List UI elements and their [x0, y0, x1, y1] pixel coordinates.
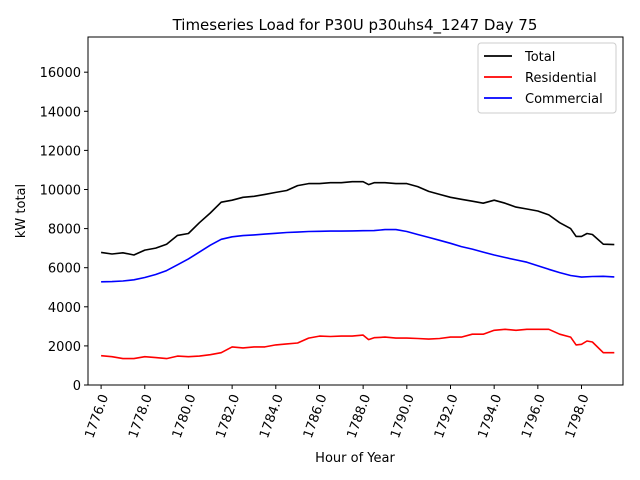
x-tick-label: 1782.0 — [214, 392, 244, 440]
legend: Total Residential Commercial — [477, 42, 617, 114]
series-line-commercial — [101, 228, 615, 283]
x-tick-label: 1790.0 — [388, 392, 418, 440]
y-axis-label: kW total — [14, 184, 29, 238]
x-tick-label: 1792.0 — [432, 392, 462, 440]
legend-label-total: Total — [524, 50, 555, 65]
legend-label-residential: Residential — [525, 71, 597, 86]
legend-box — [477, 42, 617, 114]
x-tick-label: 1778.0 — [126, 392, 156, 440]
series-layer — [100, 180, 615, 360]
y-tick-label: 16000 — [40, 66, 81, 81]
x-tick-label: 1788.0 — [345, 392, 375, 440]
x-tick-label: 1796.0 — [519, 392, 549, 440]
x-tick-label: 1780.0 — [170, 392, 200, 440]
y-tick-label: 12000 — [40, 144, 81, 159]
chart-title: Timeseries Load for P30U p30uhs4_1247 Da… — [172, 16, 538, 35]
series-line-residential — [101, 328, 615, 360]
y-tick-label: 8000 — [48, 223, 81, 238]
x-tick-label: 1776.0 — [82, 392, 112, 440]
y-tick-label: 14000 — [40, 105, 81, 120]
x-axis-label: Hour of Year — [315, 451, 395, 466]
x-tick-label: 1784.0 — [257, 392, 287, 440]
legend-label-commercial: Commercial — [525, 92, 603, 107]
y-tick-label: 4000 — [48, 301, 81, 316]
x-tick-label: 1794.0 — [476, 392, 506, 440]
y-tick-label: 0 — [73, 379, 81, 394]
plot-frame — [87, 36, 624, 386]
x-axis: 1776.0 1778.0 1780.0 1782.0 1784.0 1786.0 1788… — [82, 385, 593, 440]
y-axis: 0 2000 4000 6000 8000 10000 12000 14000 16000 — [40, 66, 88, 394]
y-tick-label: 2000 — [48, 340, 81, 355]
series-line-total — [100, 180, 615, 256]
x-tick-label: 1786.0 — [301, 392, 331, 440]
y-tick-label: 10000 — [40, 183, 81, 198]
x-tick-label: 1798.0 — [563, 392, 593, 440]
y-tick-label: 6000 — [48, 262, 81, 277]
